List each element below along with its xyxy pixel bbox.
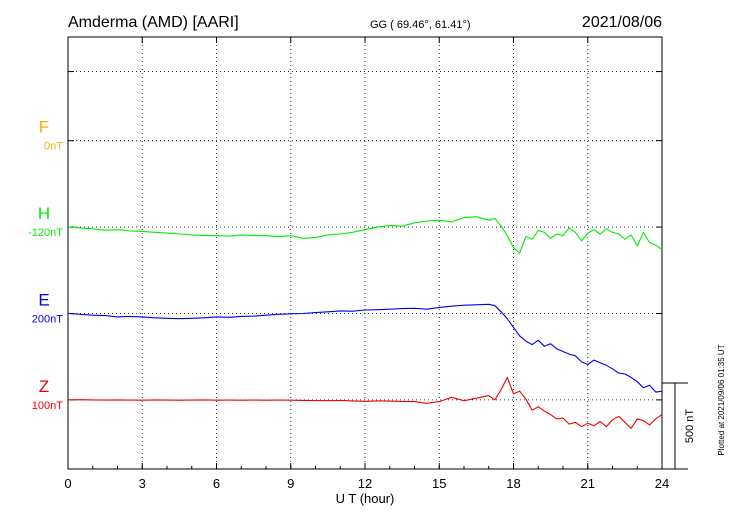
band-labels: F 0nT H -120nT E 200nT Z 100nT — [28, 118, 63, 412]
band-label-e: E — [38, 290, 49, 309]
series-line-h — [67, 216, 663, 254]
x-axis-label: U T (hour) — [336, 491, 395, 506]
scale-bar: 500 nT — [662, 382, 696, 470]
x-axis: 0 3 6 9 12 15 18 21 24 — [64, 37, 669, 491]
band-baseline-e: 200nT — [32, 313, 63, 325]
band-label-h: H — [38, 204, 50, 223]
band-baseline-z: 100nT — [32, 400, 63, 412]
series-line-z — [67, 376, 663, 429]
x-tick-label: 0 — [64, 476, 71, 491]
band-label-f: F — [39, 118, 49, 137]
x-tick-label: 24 — [655, 476, 669, 491]
x-tick-label: 12 — [358, 476, 372, 491]
scale-bar-label: 500 nT — [684, 409, 696, 444]
plotted-note: Plotted at 2021/09/06 01:35 UT — [717, 344, 726, 455]
x-tick-label: 18 — [506, 476, 520, 491]
x-tick-label: 21 — [581, 476, 595, 491]
band-baseline-f: 0nT — [44, 141, 63, 153]
x-tick-label: 6 — [213, 476, 220, 491]
chart-date: 2021/08/06 — [582, 14, 662, 31]
grid-lines — [68, 37, 662, 469]
band-baseline-h: -120nT — [28, 227, 63, 239]
band-label-z: Z — [39, 377, 49, 396]
x-tick-label: 9 — [287, 476, 294, 491]
station-title: Amderma (AMD) [AARI] — [68, 14, 239, 31]
station-coords: GG ( 69.46°, 61.41°) — [370, 19, 471, 31]
x-tick-label: 15 — [432, 476, 446, 491]
x-tick-label: 3 — [139, 476, 146, 491]
series-line-e — [67, 303, 663, 393]
series-lines — [67, 216, 663, 429]
